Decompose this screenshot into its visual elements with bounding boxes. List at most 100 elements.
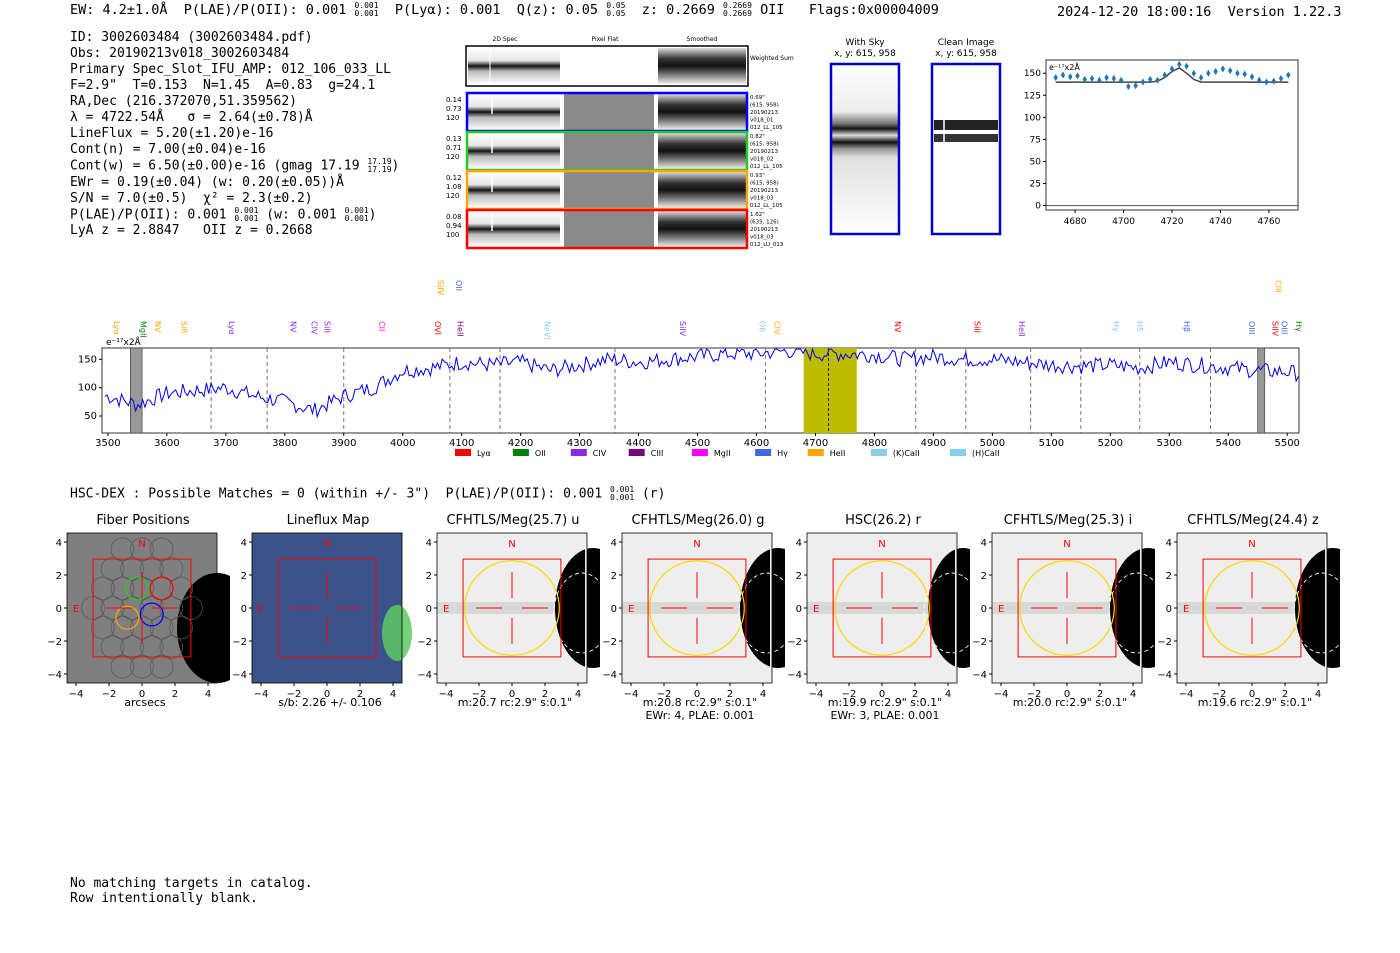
with-sky-label: With Sky — [845, 38, 885, 48]
info-sn: S/N = 7.0(±0.5) χ² = 2.3(±0.2) — [70, 190, 313, 206]
east-label: E — [813, 604, 819, 615]
legend-label: CIII — [651, 449, 664, 458]
panel-caption-line1: s/b: 2.26 +/- 0.106 — [278, 696, 382, 709]
legend-swatch — [807, 449, 824, 456]
col-label-pixelflat: Pixel Flat — [592, 36, 620, 43]
panel-xtick-label: −2 — [472, 689, 487, 700]
header-plya: P(Lyα): 0.001 — [394, 2, 501, 18]
fiber-circle — [100, 635, 125, 659]
panel-title: Lineflux Map — [286, 513, 370, 528]
spectrum-highlight-region — [803, 348, 857, 433]
emission-line-label: OIII — [1247, 321, 1256, 334]
emission-line-label: NeVI — [542, 321, 551, 340]
cutout-row-value: 0.14 — [446, 96, 462, 104]
panel-xtick-label: 2 — [727, 689, 733, 700]
panel-caption: m:19.9 rc:2.9" s:0.1" EWr: 3, PLAE: 0.001 — [795, 696, 975, 722]
spectrum-ytick-label: 50 — [84, 411, 97, 422]
col-label-2dspec: 2D Spec — [493, 36, 518, 43]
emission-line-label: Lyα — [227, 321, 236, 335]
north-label: N — [1248, 539, 1255, 550]
cutout-pixelflat — [564, 211, 654, 247]
zoom-data-point — [1235, 69, 1240, 77]
cutout-pixelflat — [564, 133, 654, 169]
panel-title: CFHTLS/Meg(25.3) i — [1003, 513, 1133, 528]
panel-edge — [770, 533, 772, 683]
spectrum-xtick-label: 4300 — [567, 438, 592, 449]
cutout-note: 0.69" — [750, 95, 765, 101]
panel-ytick-label: 4 — [611, 538, 617, 549]
spectrum-xtick-label: 4800 — [862, 438, 887, 449]
panel-caption-line1: m:20.7 rc:2.9" s:0.1" — [457, 696, 573, 709]
plae-w-frac: 0.001 0.001 — [344, 206, 369, 223]
emission-line-label: SiIV — [678, 321, 687, 337]
panel-xtick-label: 2 — [1282, 689, 1288, 700]
fiber-circle — [169, 615, 193, 640]
plae-w-text: (w: 0.001 — [266, 207, 337, 222]
contw-frac: 17.19 17.19 — [367, 158, 391, 174]
panel-ytick-label: −4 — [972, 670, 987, 681]
zoom-xtick-label: 4740 — [1209, 217, 1232, 227]
emission-line-label: Hβ — [1182, 321, 1191, 332]
image-panel: N E 4 2 0 −2 −4 −4 −2 0 2 4 — [602, 532, 785, 700]
spectrum-xtick-label: 5100 — [1039, 438, 1064, 449]
neighbor-ellipse — [1293, 572, 1340, 654]
spectrum-xtick-label: 3600 — [154, 438, 179, 449]
search-box — [1017, 558, 1117, 658]
zoom-ytick-label: 0 — [1035, 202, 1041, 212]
zoom-line-chart: e⁻¹⁷x2Å 150 125 100 75 50 25 0 4680 4700 4720 474… — [1024, 59, 1299, 227]
hsc-frac: 0.001 0.001 — [610, 486, 634, 502]
plae-text: P(LAE)/P(OII): 0.001 — [70, 207, 227, 222]
panel-xtick-label: −4 — [69, 689, 84, 700]
search-box — [462, 558, 562, 658]
emission-line-label: HeII — [456, 321, 465, 337]
emission-line-label: SiII — [180, 321, 189, 333]
cutout-row-value: 0.13 — [446, 135, 462, 143]
legend-label: MgII — [714, 449, 731, 458]
frac-bot: 0.001 — [344, 213, 369, 223]
panel-xtick-label: −2 — [102, 689, 117, 700]
clean-image — [930, 62, 1002, 236]
panel-caption-line2: EWr: 4, PLAE: 0.001 — [645, 709, 755, 722]
panel-xtick-label: 4 — [945, 689, 951, 700]
info-obs: Obs: 20190213v018_3002603484 — [70, 46, 290, 61]
cutout-2dspec — [468, 133, 560, 169]
clean-image-title: Clean Image x, y: 615, 958 — [921, 38, 1011, 60]
panel-xtick-label: −4 — [809, 689, 824, 700]
fiber-circle — [149, 615, 174, 640]
fiber-circle — [159, 635, 184, 659]
panel-ytick-label: −2 — [417, 637, 432, 648]
spectrum-xtick-label: 5200 — [1098, 438, 1123, 449]
fiber-circle — [91, 576, 115, 601]
highlighted-fiber — [149, 576, 174, 601]
zoom-data-point — [1249, 73, 1255, 81]
cutout-note: 20190213 — [750, 110, 778, 116]
cutout-note: 20190213 — [750, 149, 778, 155]
diffraction-band — [807, 602, 957, 614]
spectrum-xtick-label: 4200 — [508, 438, 533, 449]
cutout-pixelflat — [564, 94, 654, 130]
panel-ytick-label: −4 — [787, 670, 802, 681]
hsc-dex-summary: HSC-DEX : Possible Matches = 0 (within +… — [70, 486, 665, 502]
fiber-circle — [110, 654, 135, 679]
emission-line-label: CII — [377, 321, 386, 331]
cutout-note: 012_LL_105 — [750, 203, 783, 209]
panel-xtick-label: 0 — [879, 689, 885, 700]
zoom-ytick-label: 25 — [1030, 180, 1041, 190]
header-ew-plae: EW: 4.2±1.0Å P(LAE)/P(OII): 0.001 — [70, 2, 347, 18]
panel-xtick-label: 2 — [172, 689, 178, 700]
cutout-row-value: 120 — [446, 114, 459, 122]
legend-swatch — [755, 449, 772, 456]
spectrum-series-line — [104, 347, 1299, 419]
spectrum-xtick-label: 4700 — [803, 438, 828, 449]
search-box — [277, 558, 377, 658]
panel-ytick-label: 2 — [796, 571, 802, 582]
east-label: E — [443, 604, 449, 615]
neighbor-ellipse — [923, 572, 970, 654]
frac-bot: 0.05 — [606, 9, 626, 18]
north-label: N — [138, 539, 145, 550]
panel-ytick-label: 0 — [241, 604, 247, 615]
panel-caption: arcsecs — [55, 696, 235, 709]
cutout-row-value: 120 — [446, 192, 459, 200]
panel-xtick-label: 0 — [324, 689, 330, 700]
